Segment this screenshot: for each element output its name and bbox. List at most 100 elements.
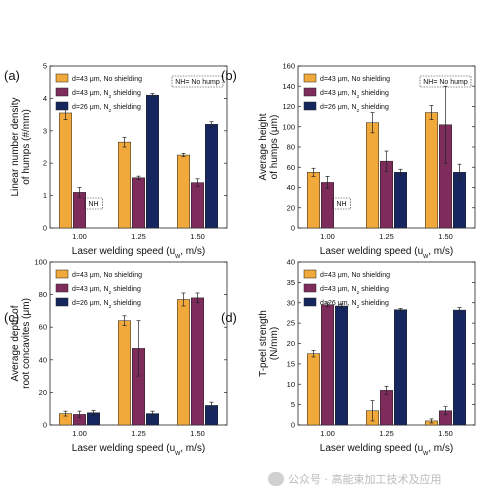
x-tick-label: 1.00 [320, 232, 335, 241]
bar [118, 320, 131, 426]
legend-label: d=26 μm, N2​ shielding [320, 104, 389, 114]
legend-swatch [55, 269, 69, 279]
x-tick-label: 1.50 [438, 429, 453, 438]
legend-label: d=43 μm, N2​ shielding [320, 286, 389, 296]
na-marker-box [84, 197, 103, 210]
legend-swatch [303, 269, 317, 279]
bar [321, 182, 334, 229]
bar [394, 172, 407, 229]
x-tick-label: 1.00 [320, 429, 335, 438]
bar [146, 94, 159, 229]
x-axis-label: Laser welding speed (uw​, m/s) [320, 443, 453, 457]
y-tick-label: 35 [287, 278, 295, 287]
legend-swatch [55, 73, 69, 83]
y-axis-label: T-peel strength(N/mm) [258, 310, 280, 377]
bar [380, 390, 393, 426]
legend-label: d=26 μm, N2​ shielding [72, 104, 141, 114]
y-tick-label: 60 [287, 163, 295, 172]
y-tick-label: 40 [39, 355, 47, 364]
y-tick-label: 10 [287, 380, 295, 389]
x-tick-label: 1.25 [379, 232, 394, 241]
bar [177, 299, 190, 426]
y-tick-label: 1 [43, 191, 47, 200]
bar [453, 309, 466, 426]
chart-panel-3: (c) 0 20 40 60 80 100 1.00 1.25 1.50 d=43 μm, No s… [4, 258, 228, 457]
y-tick-label: 60 [39, 323, 47, 332]
panel-letter: (b) [221, 68, 237, 83]
legend-swatch [303, 283, 317, 293]
bar [335, 305, 348, 426]
legend-swatch [303, 73, 317, 83]
y-tick-label: 0 [43, 224, 47, 233]
bar [307, 172, 320, 229]
y-tick-label: 0 [43, 421, 47, 430]
na-marker-box [332, 197, 351, 210]
y-tick-label: 5 [43, 62, 47, 71]
y-tick-label: 80 [39, 290, 47, 299]
bar [307, 353, 320, 426]
bar [394, 309, 407, 426]
bar [425, 112, 438, 229]
x-tick-label: 1.00 [72, 232, 87, 241]
panel-letter: (c) [4, 310, 19, 325]
y-tick-label: 4 [43, 94, 47, 103]
y-tick-label: 160 [282, 62, 295, 71]
y-tick-label: 40 [287, 258, 295, 267]
y-tick-label: 20 [287, 339, 295, 348]
chart-panel-2: (b) 0 20 40 60 80 100 120 140 160 1.00 1.25 1.50 NH NH… [221, 62, 476, 260]
note-box [419, 75, 472, 88]
legend-swatch [55, 283, 69, 293]
x-axis-label: Laser welding speed (uw​, m/s) [320, 246, 453, 260]
legend-label: d=43 μm, No shielding [320, 76, 390, 83]
x-tick-label: 1.50 [190, 232, 205, 241]
y-tick-label: 25 [287, 319, 295, 328]
bar [59, 112, 72, 229]
panel-letter: (a) [4, 68, 20, 83]
chart-panel-1: (a) 0 1 2 3 4 5 1.00 1.25 1.50 NH NH= No hump d=43 μ… [4, 62, 228, 260]
bar [366, 122, 379, 229]
note-text: NH= No hump [175, 79, 220, 86]
legend-label: d=43 μm, No shielding [320, 272, 390, 279]
y-tick-label: 40 [287, 183, 295, 192]
x-tick-label: 1.25 [131, 232, 146, 241]
y-tick-label: 2 [43, 159, 47, 168]
y-tick-label: 15 [287, 359, 295, 368]
y-tick-label: 30 [287, 298, 295, 307]
legend-label: d=43 μm, N2​ shielding [72, 286, 141, 296]
legend-label: d=26 μm, N2​ shielding [320, 300, 389, 310]
y-axis-label: Linear number densityof humps (#/mm) [10, 98, 32, 197]
x-axis-label: Laser welding speed (uw​, m/s) [72, 443, 205, 457]
legend-swatch [303, 87, 317, 97]
y-tick-label: 80 [287, 143, 295, 152]
y-tick-label: 120 [282, 102, 295, 111]
legend-swatch [55, 87, 69, 97]
y-tick-label: 100 [282, 122, 295, 131]
y-axis-label: Average depth ofroot concavites (μm) [10, 298, 32, 389]
legend-label: d=26 μm, N2​ shielding [72, 300, 141, 310]
x-tick-label: 1.25 [131, 429, 146, 438]
y-tick-label: 3 [43, 126, 47, 135]
bar [191, 297, 204, 426]
y-tick-label: 0 [291, 421, 295, 430]
legend-label: d=43 μm, No shielding [72, 272, 142, 279]
bar [73, 192, 86, 229]
legend-swatch [303, 101, 317, 111]
chart-panel-4: (d) 0 5 10 15 20 25 30 35 40 1.00 1.25 1.50 d=43 μm, … [221, 258, 476, 457]
note-text: NH= No hump [423, 79, 468, 86]
legend-swatch [55, 101, 69, 111]
bar [321, 304, 334, 426]
y-axis-label: Average heightof humps (μm) [258, 113, 280, 180]
x-axis-label: Laser welding speed (uw​, m/s) [72, 246, 205, 260]
na-marker-label: NH [88, 201, 98, 208]
legend-label: d=43 μm, No shielding [72, 76, 142, 83]
legend-swatch [55, 297, 69, 307]
x-tick-label: 1.50 [190, 429, 205, 438]
bar [205, 124, 218, 229]
y-tick-label: 5 [291, 400, 295, 409]
bar [191, 182, 204, 229]
y-tick-label: 100 [34, 258, 47, 267]
x-tick-label: 1.25 [379, 429, 394, 438]
bar [132, 177, 145, 229]
na-marker-label: NH [336, 201, 346, 208]
